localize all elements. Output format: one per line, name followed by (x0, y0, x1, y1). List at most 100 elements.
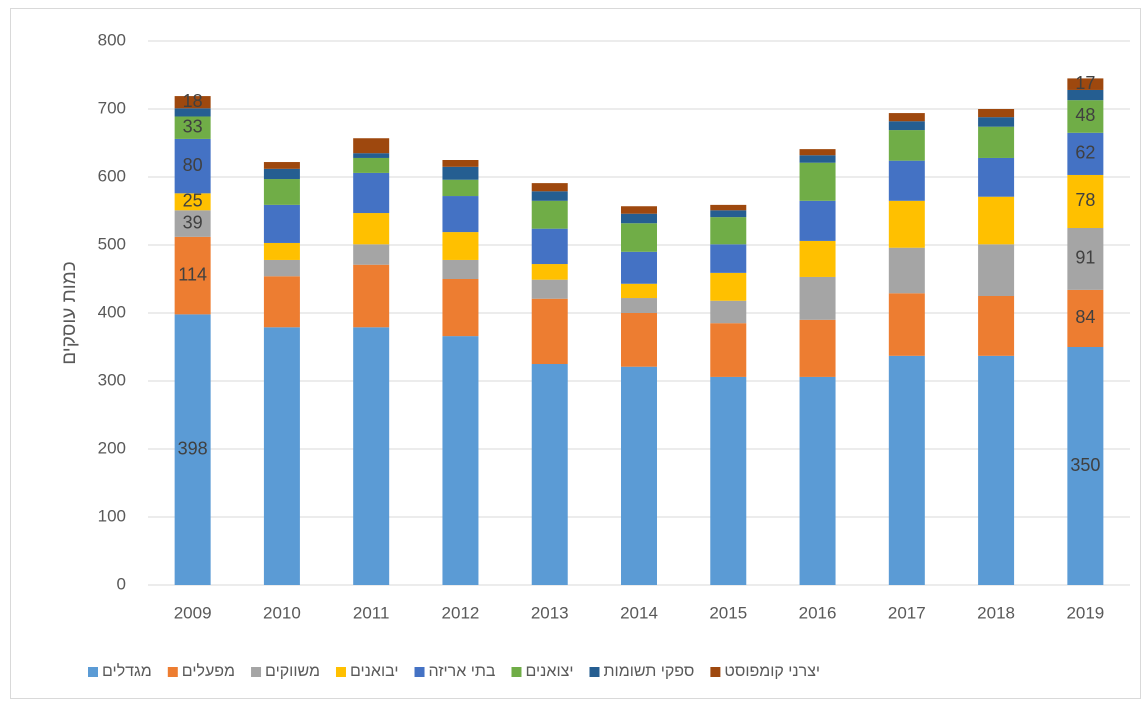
bar-segment (174, 193, 211, 211)
bar-segment (799, 162, 836, 201)
bar-segment (174, 236, 211, 315)
bar-segment (621, 251, 657, 284)
bar-segment (1067, 89, 1104, 101)
x-tick-label: 2011 (353, 603, 390, 622)
data-label: 39 (183, 212, 203, 232)
bar-segment (710, 210, 747, 218)
x-tick-label: 2015 (709, 603, 747, 622)
bar-segment (1067, 289, 1104, 347)
legend-label: ספקי תשומות (603, 663, 694, 680)
bar-segment (531, 183, 568, 192)
bar-segment (978, 196, 1015, 245)
bar-segment (888, 247, 925, 294)
bar-segment (888, 355, 925, 585)
legend-label: בתי אריזה (429, 663, 496, 680)
legend-swatch (511, 667, 522, 677)
legend-label: יבואנים (350, 663, 399, 680)
bar-segment (1067, 132, 1104, 175)
bar-segment (263, 204, 300, 243)
bar-segment (353, 213, 390, 245)
bar-segment (621, 313, 657, 367)
bar-segment (531, 191, 568, 201)
bar-segment (531, 200, 568, 229)
bar-segment (174, 314, 211, 585)
bar-segment (888, 121, 925, 131)
data-label: 25 (183, 191, 203, 211)
bar-segment (1067, 100, 1104, 133)
y-tick-label: 200 (98, 438, 126, 457)
x-tick-label: 2012 (442, 603, 480, 622)
legend-label: יצרני קומפוסט (724, 663, 820, 680)
legend-label: משווקים (265, 663, 320, 680)
bar-segment (799, 319, 836, 377)
x-tick-label: 2013 (531, 603, 569, 622)
bar-segment (710, 204, 747, 211)
bar-segment (621, 223, 657, 252)
bar-segment (263, 259, 300, 277)
bar-segment (353, 327, 390, 585)
legend-label: מפעלים (182, 662, 235, 680)
bar-segment (888, 200, 925, 248)
legend-label: מגדלים (102, 662, 152, 680)
data-label: 350 (1070, 455, 1100, 475)
bar-segment (799, 276, 836, 320)
bar-segment (621, 283, 657, 299)
bar-segment (621, 213, 657, 224)
bar-segment (263, 327, 300, 585)
bar-segment (978, 296, 1015, 356)
y-axis-label: כמות עוסקים (59, 261, 80, 364)
legend-swatch (251, 667, 262, 677)
bar-segment (710, 244, 747, 273)
y-tick-label: 400 (98, 302, 126, 321)
bar-segment (531, 264, 568, 280)
bar-segment (174, 96, 211, 109)
y-tick-label: 600 (98, 166, 126, 185)
bar-segment (799, 200, 836, 241)
data-label: 91 (1075, 248, 1095, 268)
x-tick-label: 2010 (263, 603, 301, 622)
bar-segment (621, 298, 657, 313)
x-tick-label: 2016 (799, 603, 837, 622)
bar-segment (978, 117, 1015, 127)
bar-segment (531, 364, 568, 585)
bar-segment (174, 108, 211, 117)
bar-segment (353, 264, 390, 328)
bar-segment (710, 376, 747, 585)
bar-segment (799, 240, 836, 277)
x-tick-label: 2017 (888, 603, 926, 622)
bar-segment (442, 232, 479, 260)
bar-segment (978, 126, 1015, 158)
bar-segment (1067, 228, 1104, 290)
chart-border (10, 8, 1141, 699)
bar-segment (263, 242, 300, 260)
bar-segment (263, 168, 300, 180)
bar-segment (531, 298, 568, 364)
bar-segment (263, 179, 300, 205)
bar-segment (888, 293, 925, 356)
bar-segment (353, 157, 390, 173)
bar-segment (978, 244, 1015, 296)
data-label: 17 (1075, 73, 1095, 93)
y-tick-label: 700 (98, 98, 126, 117)
bar-segment (978, 355, 1015, 585)
x-tick-label: 2009 (174, 603, 212, 622)
bar-segment (263, 162, 300, 169)
bar-segment (710, 300, 747, 324)
bar-segment (888, 113, 925, 122)
bar-segment (174, 116, 211, 139)
legend-swatch (167, 667, 178, 677)
legend-label: יצואנים (525, 663, 573, 680)
legend-swatch (335, 667, 346, 677)
bar-segment (174, 138, 211, 194)
bar-segment (888, 130, 925, 161)
x-tick-label: 2014 (620, 603, 658, 622)
data-label: 114 (178, 264, 207, 284)
bar-segment (531, 228, 568, 265)
bar-segment (621, 366, 657, 585)
bar-segment (710, 272, 747, 301)
y-tick-label: 500 (98, 234, 126, 253)
bar-segment (353, 172, 390, 214)
bar-segment (442, 279, 479, 337)
legend-swatch (710, 667, 721, 677)
